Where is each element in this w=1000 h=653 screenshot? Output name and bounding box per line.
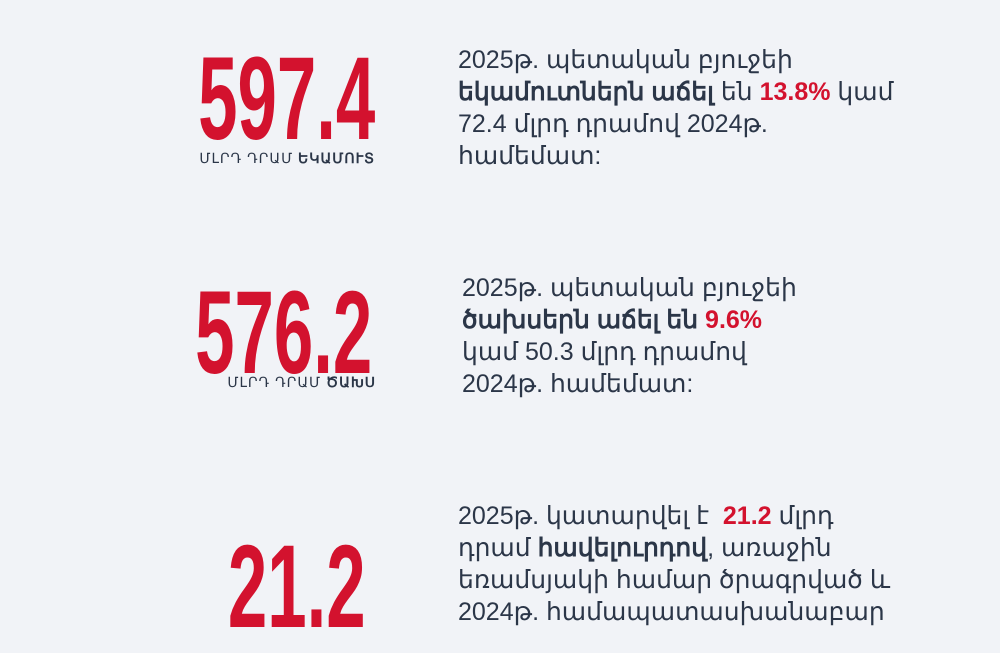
text-segment: 2024թ. համապատասխանաբար bbox=[458, 598, 885, 626]
caption-part: ԾԱԽՍ bbox=[326, 374, 376, 390]
description-line: եկամուտներն աճել են 13.8% կամ bbox=[458, 76, 893, 108]
text-segment: 2024թ. համեմատ: bbox=[462, 370, 694, 398]
text-segment: եկամուտներն աճել bbox=[458, 78, 714, 106]
description: 2025թ. կատարվել է 21.2 մլրդ դրամ հավելուր… bbox=[458, 500, 890, 628]
page: (() => { const data = JSON.parse(documen… bbox=[194, 33, 894, 646]
text-segment: կամ 50.3 մլրդ դրամով bbox=[462, 338, 747, 366]
description-line: 72.4 մլրդ դրամով 2024թ. bbox=[458, 108, 893, 140]
description: 2025թ. պետական բյուջեի ծախսերն աճել են 9.… bbox=[462, 272, 797, 400]
text-segment: 72.4 մլրդ դրամով 2024թ. bbox=[458, 110, 768, 138]
text-segment: դրամ bbox=[458, 534, 538, 562]
text-segment bbox=[698, 306, 705, 334]
description: 2025թ. պետական բյուջեի եկամուտներն աճել ե… bbox=[458, 44, 893, 172]
description-line: 2024թ. համեմատ: bbox=[462, 368, 797, 400]
caption-part: ԵԿԱՄՈՒՏ bbox=[298, 150, 375, 166]
text-segment: 9.6% bbox=[705, 306, 763, 334]
description-line: դրամ հավելուրդով, առաջին bbox=[458, 532, 890, 564]
description-line: 2025թ. պետական բյուջեի bbox=[462, 272, 797, 304]
text-segment: եռամսյակի համար ծրագրված և bbox=[458, 566, 891, 594]
description-line: կամ 50.3 մլրդ դրամով bbox=[462, 336, 797, 368]
big-number: 21.2 bbox=[228, 521, 366, 653]
big-number: 576.2 bbox=[194, 267, 372, 399]
text-segment: են bbox=[713, 78, 760, 106]
description-line: համեմատ: bbox=[458, 140, 893, 172]
description-line: 2025թ. կատարվել է 21.2 մլրդ bbox=[458, 500, 890, 532]
description-line: եռամսյակի համար ծրագրված և bbox=[458, 564, 890, 596]
caption-part: ՄԼՐԴ ԴՐԱՄ bbox=[227, 374, 327, 390]
text-segment: մլրդ bbox=[771, 502, 834, 530]
number-caption: ՄԼՐԴ ԴՐԱՄ ԵԿԱՄՈՒՏ bbox=[199, 150, 375, 167]
text-segment: հավելուրդով bbox=[537, 534, 708, 562]
caption-part: ՄԼՐԴ ԴՐԱՄ bbox=[199, 150, 299, 166]
text-segment: 2025թ. կատարվել է bbox=[458, 502, 723, 530]
text-segment: 2025թ. պետական բյուջեի bbox=[458, 46, 793, 74]
number-caption: ՄԼՐԴ ԴՐԱՄ ԾԱԽՍ bbox=[227, 374, 376, 391]
description-line: ծախսերն աճել են 9.6% bbox=[462, 304, 797, 336]
big-number: 597.4 bbox=[197, 33, 375, 165]
description-line: 2024թ. համապատասխանաբար bbox=[458, 596, 890, 628]
text-segment: ծախսերն աճել են bbox=[462, 306, 699, 334]
text-segment: 2025թ. պետական բյուջեի bbox=[462, 274, 797, 302]
text-segment: կամ bbox=[830, 78, 894, 106]
description-line: 2025թ. պետական բյուջեի bbox=[458, 44, 893, 76]
text-segment: համեմատ: bbox=[458, 142, 602, 170]
text-segment: 21.2 bbox=[722, 502, 772, 530]
text-segment: 13.8% bbox=[759, 78, 831, 106]
text-segment: , առաջին bbox=[707, 534, 832, 562]
